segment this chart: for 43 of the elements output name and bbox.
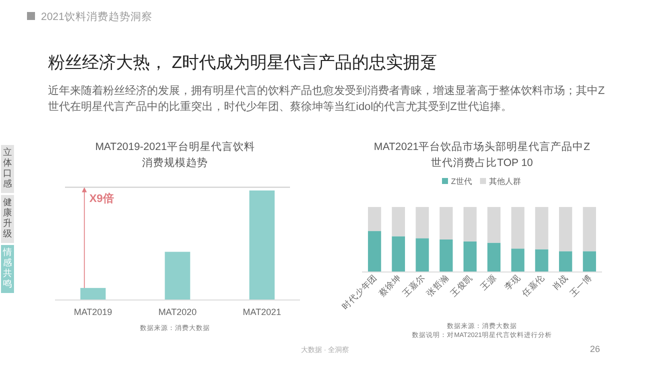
text: 26 xyxy=(590,344,600,354)
bar xyxy=(511,207,524,249)
x-tick-label: 王一博 xyxy=(568,272,594,299)
bar xyxy=(416,238,429,272)
bar xyxy=(440,207,453,240)
chart-title: MAT2019-2021平台明星代言饮料消费规模趋势 xyxy=(95,140,255,169)
annotation: X9倍 xyxy=(89,192,114,206)
x-tick-label: 张哲瀚 xyxy=(424,272,451,299)
bar xyxy=(535,207,548,250)
bar xyxy=(440,240,453,272)
bar xyxy=(392,207,405,236)
text: 近年来随着粉丝经济的发展，拥有明星代言的饮料产品也愈发受到消费者青睐，增速显著高于整体饮料市场；其中Z世代在明星代言产品中的比重突出，时代少年团、蔡徐坤等当红idol的代言尤其受到Z世代追捧。 xyxy=(48,84,605,113)
x-tick-label: MAT2021 xyxy=(242,307,282,317)
text: 健康升级 xyxy=(3,197,12,238)
bar xyxy=(559,251,572,272)
bar xyxy=(487,242,501,272)
x-tick-label: 王俊凯 xyxy=(448,272,474,299)
x-tick-label: MAT2019 xyxy=(74,307,112,317)
x-tick-label: 王嘉尔 xyxy=(400,272,427,299)
legend-label: 其他人群 xyxy=(489,177,521,186)
legend-label: Z世代 xyxy=(451,177,472,186)
x-tick-label: 王源 xyxy=(478,272,498,292)
bar xyxy=(511,248,524,272)
x-tick-label: 蔡徐坤 xyxy=(376,272,403,299)
text: 2021饮料消费趋势洞察 xyxy=(41,10,152,23)
bar xyxy=(463,207,477,242)
bar xyxy=(559,207,572,252)
bar xyxy=(416,207,429,238)
x-tick-label: 时代少年团 xyxy=(340,272,379,312)
bar xyxy=(582,207,596,252)
bar xyxy=(535,249,548,272)
x-tick-label: 肖战 xyxy=(550,272,570,292)
bar xyxy=(463,241,477,272)
bar xyxy=(368,231,382,272)
bar xyxy=(582,251,596,272)
chart-title: MAT2021平台饮品市场头部明星代言产品中Z世代消费占比TOP 10 xyxy=(374,140,591,169)
bar xyxy=(368,207,382,232)
text: 情感共鸣 xyxy=(2,247,12,288)
bar xyxy=(392,236,405,272)
x-tick-label: MAT2020 xyxy=(158,307,197,317)
bar xyxy=(487,207,501,243)
text: 立体口感 xyxy=(3,147,12,188)
text: 粉丝经济大热， Z时代成为明星代言产品的忠实拥趸 xyxy=(48,53,438,72)
